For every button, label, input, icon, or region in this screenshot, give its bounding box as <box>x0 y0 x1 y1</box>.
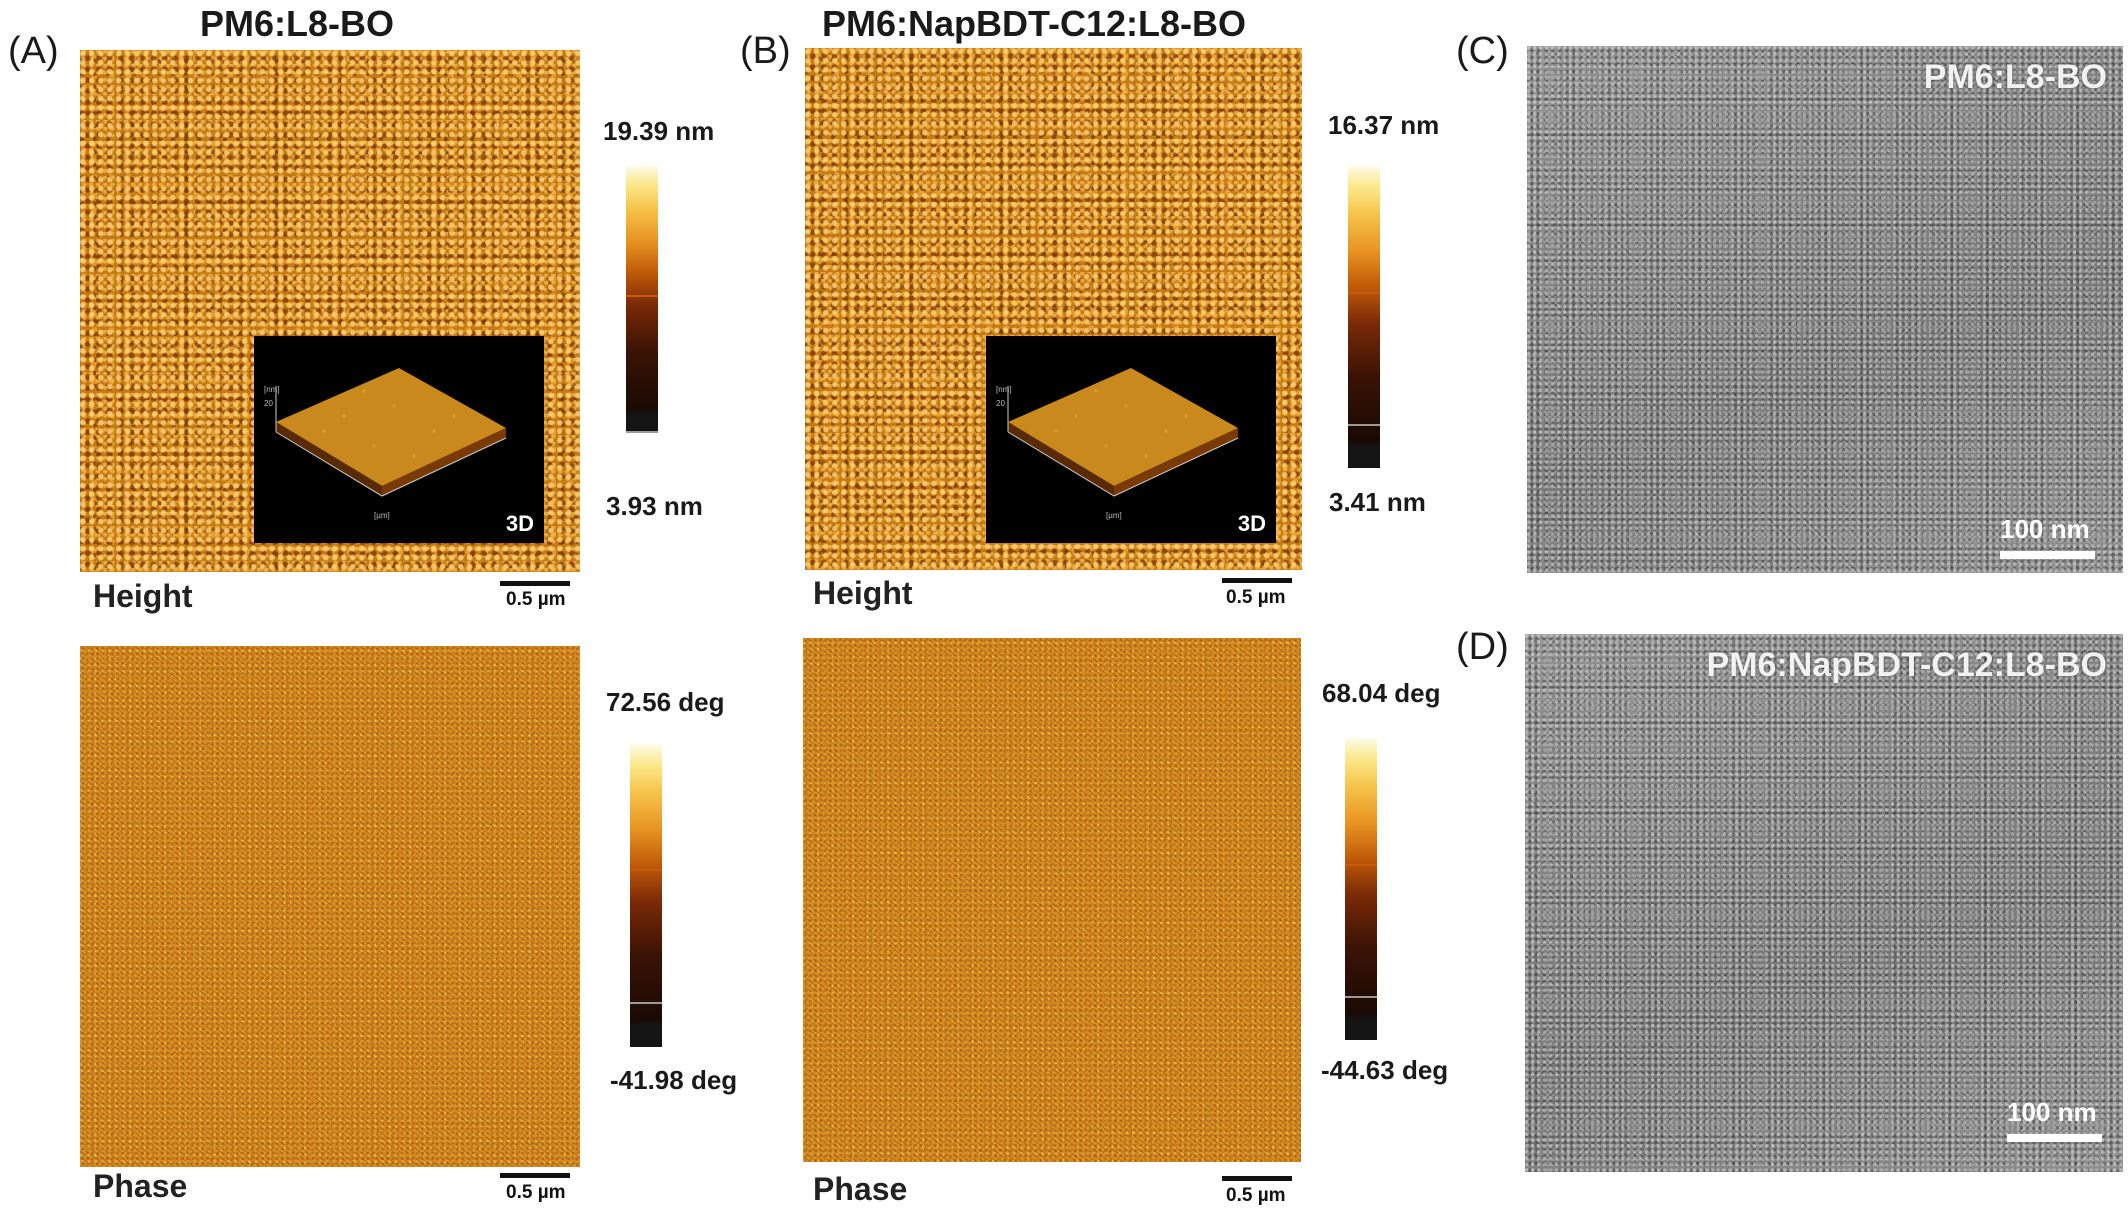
scalebar-text-height-b: 0.5 µm <box>1226 587 1286 608</box>
colorbar-max-height-b: 16.37 nm <box>1328 110 1440 140</box>
afm-phase-map-b <box>803 638 1301 1162</box>
panel-letter-a: (A) <box>8 30 59 72</box>
afm-3d-surface-a <box>275 368 507 497</box>
scalebar-text-phase-b: 0.5 µm <box>1226 1185 1286 1206</box>
colorbar-marker-lower <box>1345 996 1377 998</box>
panel-letter-d: (D) <box>1456 626 1509 668</box>
colorbar-height-a <box>626 166 658 433</box>
colorbar-min-height-a: 3.93 nm <box>606 491 703 521</box>
colorbar-max-phase-b: 68.04 deg <box>1322 678 1441 708</box>
panel-title-a: PM6:L8-BO <box>200 3 395 44</box>
height-label-a: Height <box>93 578 193 614</box>
colorbar-min-phase-b: -44.63 deg <box>1321 1055 1449 1085</box>
afm-height-map-b: [nm] 20 [µm] 3D <box>805 48 1302 570</box>
tem-image-c: PM6:L8-BO 100 nm <box>1527 46 2123 573</box>
afm-phase-map-a <box>80 646 580 1167</box>
tem-scalebar-c <box>2000 551 2095 559</box>
inset-z-tick-b: 20 <box>996 399 1005 408</box>
afm-3d-inset-b: [nm] 20 [µm] 3D <box>986 336 1276 543</box>
afm-3d-inset-a: [nm] 20 [µm] 3D <box>254 336 544 543</box>
panel-letter-c: (C) <box>1456 30 1509 72</box>
colorbar-phase-a <box>630 744 662 1047</box>
height-label-b: Height <box>813 575 913 611</box>
scalebar-height-b <box>1222 578 1292 583</box>
panel-letter-b: (B) <box>740 30 791 72</box>
inset-z-unit-b: [nm] <box>996 385 1012 394</box>
colorbar-marker-upper <box>1345 864 1377 866</box>
scalebar-phase-a <box>500 1173 570 1178</box>
inset-z-unit-a: [nm] <box>264 385 280 394</box>
colorbar-marker-lower <box>630 1002 662 1004</box>
tem-title-c: PM6:L8-BO <box>1923 58 2107 96</box>
panel-title-b: PM6:NapBDT-C12:L8-BO <box>822 3 1247 44</box>
inset-3d-label-a: 3D <box>505 511 534 536</box>
inset-x-unit-b: [µm] <box>1106 511 1122 520</box>
inset-3d-label-b: 3D <box>1237 511 1266 536</box>
colorbar-max-height-a: 19.39 nm <box>603 116 715 146</box>
colorbar-marker-upper <box>630 869 662 871</box>
scalebar-phase-b <box>1222 1176 1292 1181</box>
colorbar-max-phase-a: 72.56 deg <box>606 687 725 717</box>
colorbar-marker-lower <box>1348 424 1380 426</box>
colorbar-phase-b <box>1345 738 1377 1040</box>
scalebar-text-phase-a: 0.5 µm <box>506 1182 566 1203</box>
phase-label-a: Phase <box>93 1168 188 1204</box>
phase-label-b: Phase <box>813 1171 908 1207</box>
inset-z-tick-a: 20 <box>264 399 273 408</box>
scalebar-text-height-a: 0.5 µm <box>506 589 566 610</box>
colorbar-min-height-b: 3.41 nm <box>1329 487 1426 517</box>
colorbar-marker-upper <box>626 295 658 297</box>
colorbar-marker-lower <box>626 431 658 433</box>
tem-image-d: PM6:NapBDT-C12:L8-BO 100 nm <box>1525 634 2123 1172</box>
afm-3d-surface-b <box>1007 368 1239 497</box>
inset-x-unit-a: [µm] <box>374 511 390 520</box>
colorbar-min-phase-a: -41.98 deg <box>610 1065 738 1095</box>
afm-height-map-a: [nm] 20 [µm] 3D <box>80 50 580 572</box>
tem-title-d: PM6:NapBDT-C12:L8-BO <box>1706 646 2107 684</box>
scalebar-height-a <box>500 581 570 586</box>
tem-scalebar-text-c: 100 nm <box>2000 514 2090 544</box>
colorbar-height-b <box>1348 166 1380 468</box>
colorbar-marker-upper <box>1348 292 1380 294</box>
tem-scalebar-d <box>2007 1134 2102 1142</box>
tem-scalebar-text-d: 100 nm <box>2007 1097 2097 1127</box>
